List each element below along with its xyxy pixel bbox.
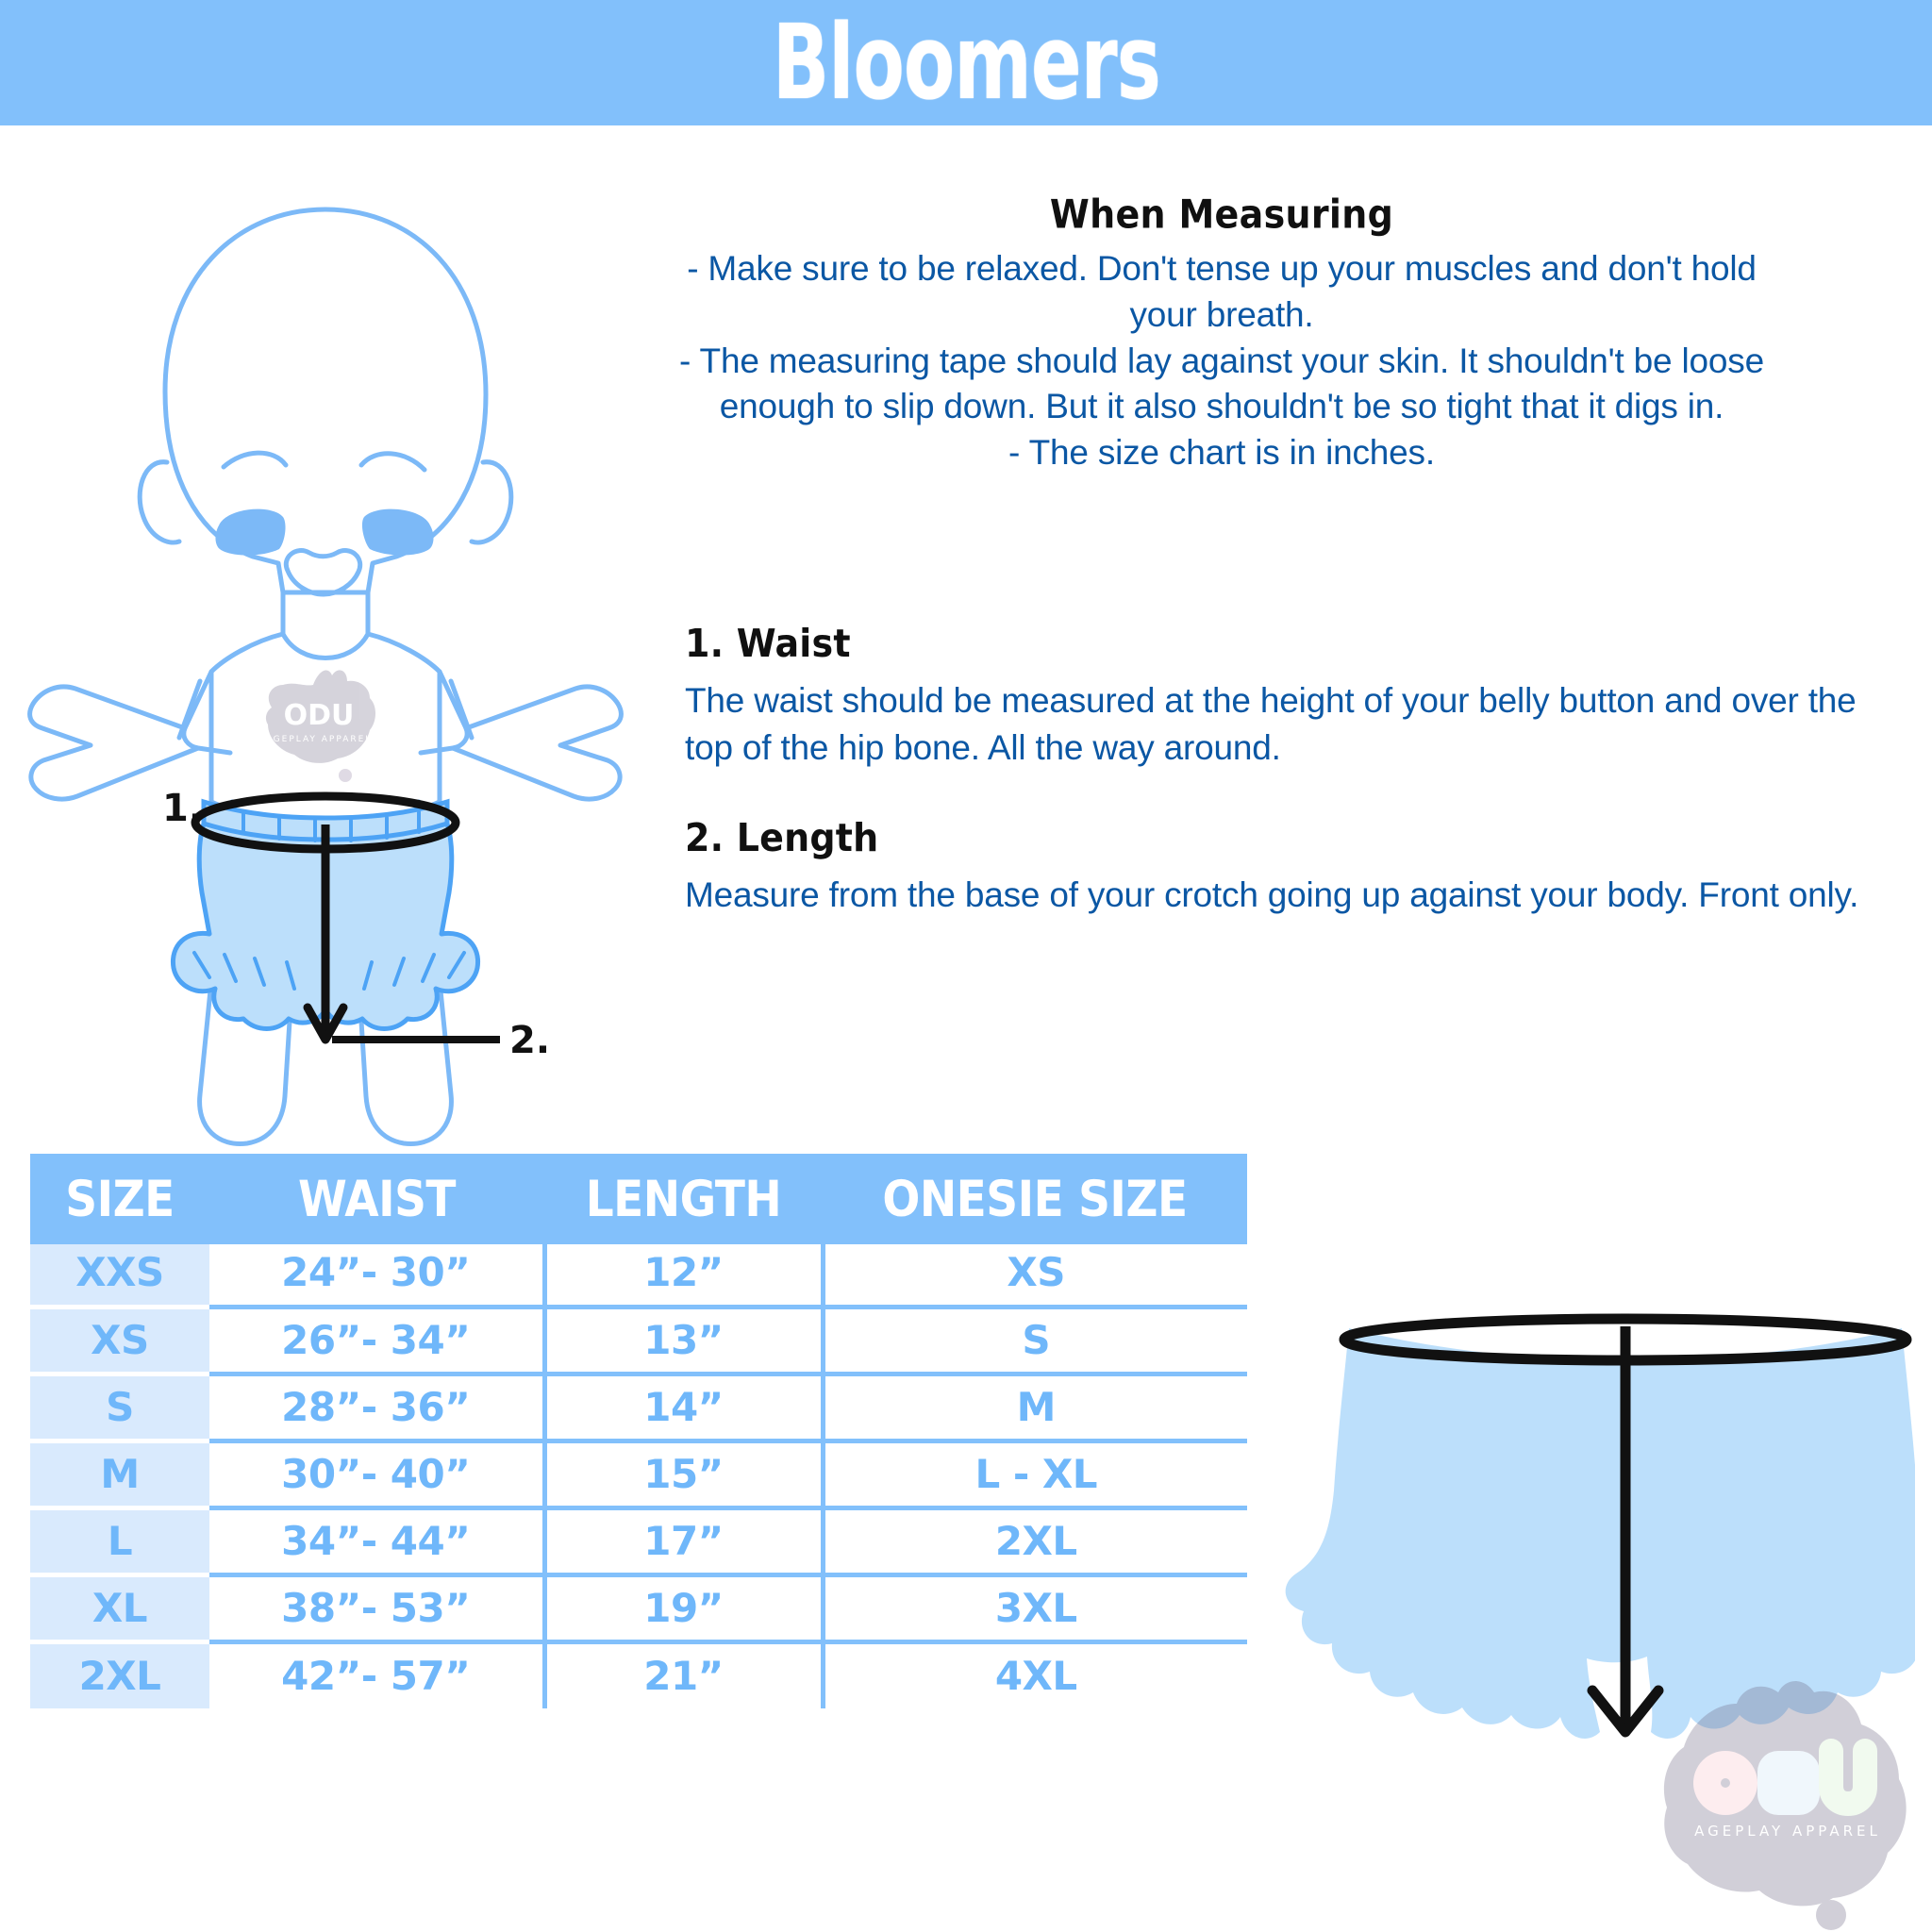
step-spacer [685,772,1911,817]
mouth [283,548,363,597]
waistband-stitching [242,810,421,842]
tasmania-shape [1816,1900,1846,1930]
cell-length: 14” [544,1374,825,1443]
step-length-body: Measure from the base of your crotch goi… [685,874,1859,914]
step-length-heading: 2. Length [685,815,879,860]
cell-waist: 24”- 30” [209,1240,547,1309]
waist-marker-label: 1. [162,787,203,830]
column-header-waist: WAIST [209,1153,544,1245]
diagram-length-arrow-head [1587,1685,1664,1738]
cell-length: 12” [544,1240,825,1309]
measuring-heading: When Measuring [1049,191,1394,238]
bloomers-diagram-svg [1285,1313,1932,1739]
size-chart-table: SIZE WAIST LENGTH ONESIE SIZE XXS 24”- 3… [30,1153,1247,1708]
measuring-line-4: enough to slip down. But it also shouldn… [719,387,1724,426]
table-row: 2XL 42”- 57” 21” 4XL [30,1641,1247,1708]
shirt-logo-watermark: ODU AGEPLAY APPAREL [266,670,375,763]
cell-size: M [30,1441,209,1510]
table-row: XXS 24”- 30” 12” XS [30,1240,1247,1309]
step-waist-body: The waist should be measured at the heig… [685,681,1857,767]
column-header-onesie: ONESIE SIZE [823,1153,1247,1245]
head-outline [162,207,489,595]
measurement-markers [191,791,500,1044]
cell-onesie: L - XL [823,1441,1247,1510]
step-length: 2. Length Measure from the base of your … [685,815,1911,919]
cell-waist: 30”- 40” [209,1441,547,1510]
table-row: XS 26”- 34” 13” S [30,1307,1247,1376]
cell-length: 19” [544,1574,825,1644]
length-marker-label: 2. [509,1019,550,1062]
chibi-figure-svg: 1. 2. ODU AGEPLAY APPAREL [27,207,624,1146]
left-eye [215,508,286,556]
cell-size: XS [30,1307,209,1376]
measuring-line-1: - Make sure to be relaxed. Don't tense u… [687,249,1757,288]
shirt-logo-tagline: AGEPLAY APPAREL [266,735,373,744]
cell-size: L [30,1507,209,1577]
measuring-line-3: - The measuring tape should lay against … [679,341,1764,380]
right-ear [469,459,514,545]
cell-size: 2XL [30,1641,209,1708]
page-title: Bloomers [772,2,1160,124]
bloomers-garment-shape [1285,1328,1932,1739]
header-banner: Bloomers [0,0,1932,125]
cell-length: 21” [544,1641,825,1708]
chibi-figure-illustration: 1. 2. ODU AGEPLAY APPAREL [0,142,660,1160]
australia-shape-small [265,670,375,763]
cell-onesie: XS [823,1240,1247,1309]
cell-onesie: 2XL [823,1507,1247,1577]
cell-onesie: 3XL [823,1574,1247,1644]
cell-onesie: S [823,1307,1247,1376]
cell-onesie: 4XL [823,1641,1247,1708]
right-leg [350,799,454,1146]
measuring-line-5: - The size chart is in inches. [1008,433,1435,473]
cell-onesie: M [823,1374,1247,1443]
shirt-logo-name: ODU [284,699,355,732]
cell-waist: 26”- 34” [209,1307,547,1376]
right-arm [450,684,624,802]
left-eyebrow [221,450,289,470]
cell-length: 15” [544,1441,825,1510]
column-header-length: LENGTH [544,1153,823,1245]
measuring-line-2: your breath. [1129,294,1314,334]
step-waist: 1. Waist The waist should be measured at… [685,621,1911,772]
left-arm [27,684,201,802]
measurement-steps: 1. Waist The waist should be measured at… [685,621,1911,919]
cell-length: 13” [544,1307,825,1376]
shirt-collar [280,631,371,660]
cell-waist: 28”- 36” [209,1374,547,1443]
left-leg [197,799,301,1146]
table-row: L 34”- 44” 17” 2XL [30,1507,1247,1577]
bloomers-garment-diagram [1255,1274,1932,1840]
cell-length: 17” [544,1507,825,1577]
table-row: XL 38”- 53” 19” 3XL [30,1574,1247,1644]
table-header-row: SIZE WAIST LENGTH ONESIE SIZE [30,1153,1247,1245]
cell-size: XXS [30,1240,209,1309]
step-waist-heading: 1. Waist [685,621,851,666]
table-row: M 30”- 40” 15” L - XL [30,1441,1247,1510]
cell-size: S [30,1374,209,1443]
ruffle-stitching [192,951,466,991]
right-eyebrow [358,451,427,473]
right-eye [361,508,434,556]
left-ear [137,459,182,545]
cell-waist: 42”- 57” [209,1641,547,1708]
measuring-instructions: When Measuring - Make sure to be relaxed… [538,191,1906,476]
length-arrow-head [303,1003,348,1044]
column-header-size: SIZE [30,1153,209,1245]
cell-waist: 34”- 44” [209,1507,547,1577]
cell-size: XL [30,1574,209,1644]
cell-waist: 38”- 53” [209,1574,547,1644]
belly-button [339,769,352,782]
table-row: S 28”- 36” 14” M [30,1374,1247,1443]
